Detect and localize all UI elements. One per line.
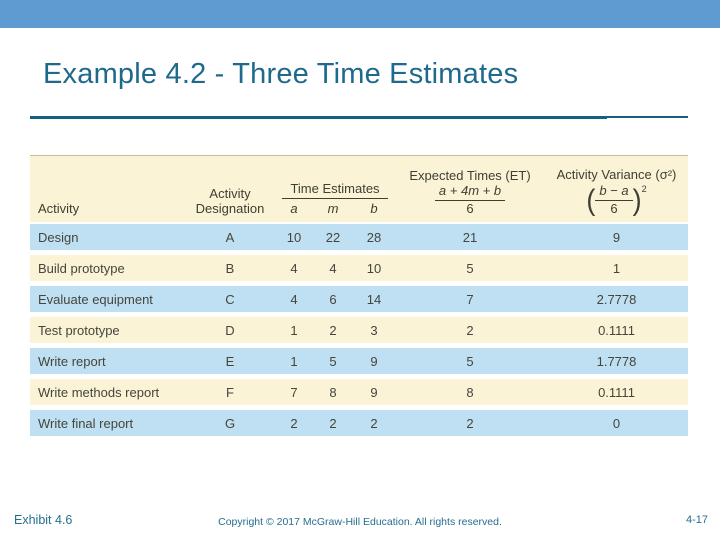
variance-exponent: 2 [641,184,647,195]
header-activity-designation: Activity Designation [185,186,275,217]
cell-b: 9 [370,353,378,369]
cell-b: 28 [366,229,382,245]
cell-b: 3 [370,322,378,338]
top-accent-bar [0,0,720,28]
cell-a: 10 [286,229,302,245]
header-most-likely-m: m [327,201,339,217]
header-designation-line1: Activity [209,185,251,201]
cell-variance: 1 [612,260,621,276]
cell-expected-time: 8 [466,384,474,400]
cell-variance: 1.7778 [596,353,637,369]
expected-time-formula: a + 4m + b 6 [434,183,506,217]
title-underline-thin [607,116,688,118]
header-time-estimates: Time Estimates a m b [275,181,395,217]
header-activity-variance-label: Activity Variance (σ²) [556,166,677,182]
cell-variance: 0.1111 [598,322,635,338]
table-row: Write report E 1 5 9 5 1.7778 [30,348,688,374]
et-formula-denominator: 6 [466,201,474,217]
cell-a: 4 [290,260,298,276]
exhibit-label: Exhibit 4.6 [14,513,73,527]
close-paren: ) [632,183,642,217]
cell-designation: F [226,384,234,400]
table-row: Evaluate equipment C 4 6 14 7 2.7778 [30,286,688,312]
table-row: Build prototype B 4 4 10 5 1 [30,255,688,281]
cell-m: 2 [329,322,337,338]
table-row: Design A 10 22 28 21 9 [30,224,688,250]
header-expected-times: Expected Times (ET) a + 4m + b 6 [395,168,545,217]
variance-formula-denominator: 6 [610,201,618,217]
header-expected-times-label: Expected Times (ET) [409,167,531,183]
header-pessimistic-b: b [370,201,378,217]
cell-expected-time: 2 [466,415,474,431]
cell-expected-time: 5 [466,353,474,369]
table-row: Write methods report F 7 8 9 8 0.1111 [30,379,688,405]
table-header-row: Activity Activity Designation Time Estim… [30,155,688,222]
cell-m: 8 [329,384,337,400]
cell-activity: Build prototype [38,260,125,276]
variance-formula-numerator: b − a [595,183,633,202]
cell-m: 4 [329,260,337,276]
copyright-text: Copyright © 2017 McGraw-Hill Education. … [218,516,502,528]
cell-b: 10 [366,260,382,276]
cell-designation: B [225,260,235,276]
cell-variance: 0.1111 [598,384,635,400]
header-designation-line2: Designation [195,201,265,217]
cell-expected-time: 7 [466,291,474,307]
cell-b: 9 [370,384,378,400]
open-paren: ( [586,183,596,217]
cell-a: 7 [290,384,298,400]
slide-title: Example 4.2 - Three Time Estimates [43,58,519,90]
header-optimistic-a: a [290,201,298,217]
cell-expected-time: 5 [466,260,474,276]
cell-activity: Write methods report [38,384,160,400]
three-time-estimates-table: Activity Activity Designation Time Estim… [30,155,688,436]
title-underline [30,115,688,119]
cell-designation: C [225,291,235,307]
cell-activity: Test prototype [38,322,120,338]
cell-activity: Design [38,229,79,245]
table-row: Test prototype D 1 2 3 2 0.1111 [30,317,688,343]
cell-m: 22 [325,229,341,245]
cell-a: 1 [290,353,298,369]
cell-activity: Write report [38,353,106,369]
cell-variance: 2.7778 [596,291,637,307]
cell-designation: G [224,415,236,431]
cell-designation: D [225,322,235,338]
header-time-estimates-subcolumns: a m b [275,201,395,217]
cell-activity: Evaluate equipment [38,291,153,307]
page-number: 4-17 [685,514,708,526]
header-activity-variance: Activity Variance (σ²) ( b − a 6 ) 2 [545,167,688,217]
cell-designation: A [225,229,235,245]
et-formula-numerator: a + 4m + b [434,183,506,202]
cell-a: 2 [290,415,298,431]
cell-expected-time: 21 [462,229,478,245]
table-body: Design A 10 22 28 21 9 Build prototype B… [30,222,688,436]
cell-expected-time: 2 [466,322,474,338]
cell-b: 2 [370,415,378,431]
header-activity: Activity [38,201,80,217]
cell-m: 5 [329,353,337,369]
cell-activity: Write final report [38,415,134,431]
cell-a: 4 [290,291,298,307]
cell-a: 1 [290,322,298,338]
header-time-estimates-label: Time Estimates [282,181,388,200]
title-underline-thick [30,115,607,119]
cell-variance: 0 [612,415,621,431]
table-row: Write final report G 2 2 2 2 0 [30,410,688,436]
cell-b: 14 [366,291,382,307]
variance-formula: ( b − a 6 ) 2 [545,183,688,217]
cell-m: 6 [329,291,337,307]
cell-variance: 9 [612,229,621,245]
variance-fraction: b − a 6 [595,183,633,217]
cell-designation: E [225,353,235,369]
cell-m: 2 [329,415,337,431]
